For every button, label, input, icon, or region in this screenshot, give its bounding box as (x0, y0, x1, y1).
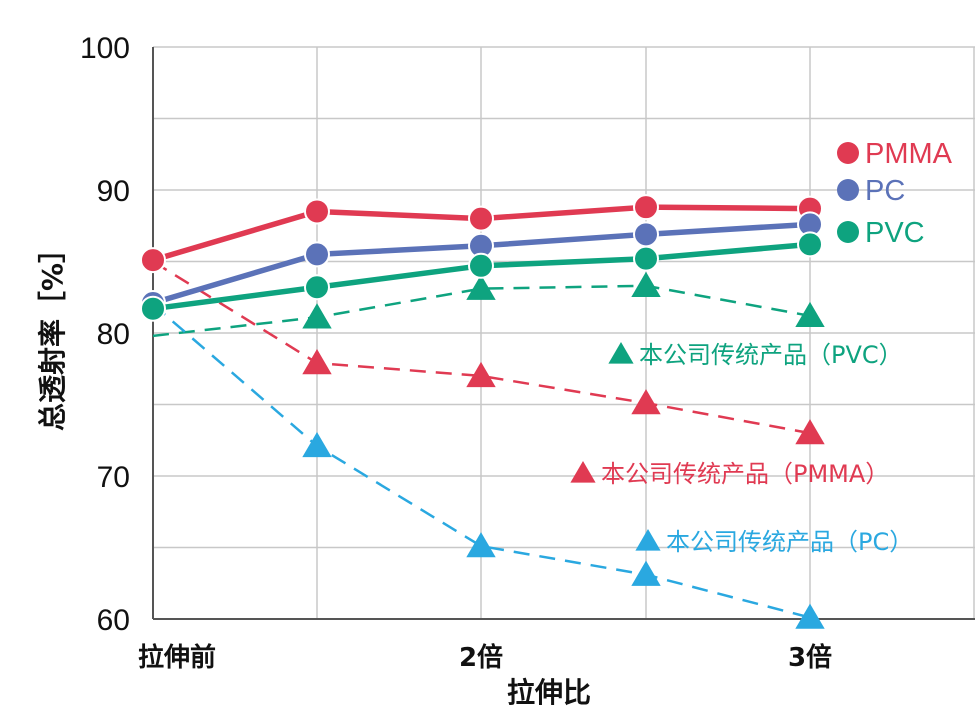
triangle-marker (631, 389, 661, 415)
legend-label: PMMA (865, 138, 953, 170)
legend-label: 本公司传统产品（PC） (666, 528, 913, 556)
series-line-dashed (152, 284, 811, 338)
y-tick-label: 100 (80, 32, 130, 65)
circle-marker (304, 241, 330, 268)
axes: 60 70 80 90 100 拉伸前 2倍 3倍 (80, 32, 975, 673)
triangle-marker (795, 419, 825, 445)
x-tick-label: 拉伸前 (138, 642, 216, 673)
legend-label: 本公司传统产品（PMMA） (601, 460, 889, 488)
series-3 (152, 271, 825, 338)
triangle-marker (466, 274, 496, 300)
triangle-marker (631, 560, 661, 586)
series-1 (140, 211, 823, 316)
x-tick-label: 2倍 (459, 642, 503, 673)
circle-marker (468, 252, 494, 279)
circle-marker (468, 205, 494, 232)
series-2 (140, 231, 823, 322)
legend-circle-marker (837, 221, 859, 243)
series-4 (152, 260, 825, 445)
y-axis-title: 总透射率［%］ (36, 235, 69, 431)
circle-marker (633, 245, 659, 272)
legend-triangle-marker (608, 342, 634, 364)
circle-marker (304, 274, 330, 301)
series-5 (152, 303, 825, 629)
triangle-marker (302, 431, 332, 458)
triangle-marker (631, 271, 661, 298)
legend-triangle-marker (635, 529, 661, 551)
circle-marker (304, 198, 330, 225)
circle-marker (633, 221, 659, 248)
legend-circle-marker (837, 142, 859, 164)
series-line-dashed (152, 303, 811, 619)
circle-marker (633, 194, 659, 221)
triangle-marker (302, 303, 332, 329)
legend: PMMA PC PVC 本公司传统产品（PVC） 本公司传统产品（PMMA） 本公司传统产… (570, 138, 953, 556)
legend-label: 本公司传统产品（PVC） (639, 341, 903, 369)
triangle-marker (302, 349, 332, 375)
triangle-marker (795, 603, 825, 629)
series-line-dashed (152, 260, 811, 435)
circle-marker (140, 295, 166, 322)
x-axis-title: 拉伸比 (507, 676, 591, 708)
y-tick-label: 60 (97, 604, 130, 637)
y-tick-label: 80 (97, 318, 130, 351)
circle-marker (797, 231, 823, 258)
y-tick-label: 70 (97, 461, 130, 494)
triangle-marker (466, 361, 496, 388)
series-group (140, 194, 825, 629)
triangle-marker (466, 532, 496, 558)
y-tick-label: 90 (97, 175, 130, 208)
triangle-marker (795, 301, 825, 328)
legend-circle-marker (837, 179, 859, 201)
legend-label: PC (865, 175, 905, 207)
legend-triangle-marker (570, 461, 596, 483)
x-tick-label: 3倍 (788, 642, 832, 673)
circle-marker (140, 247, 166, 274)
legend-label: PVC (865, 217, 925, 249)
